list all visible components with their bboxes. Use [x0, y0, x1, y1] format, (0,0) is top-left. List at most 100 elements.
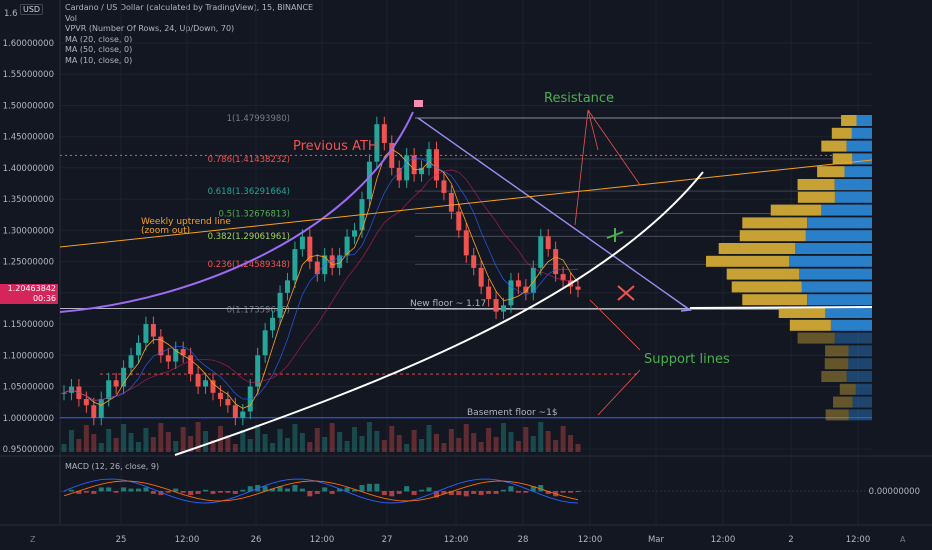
macd-histogram-bar — [575, 491, 581, 493]
volume-bar — [113, 438, 119, 452]
candle-body — [523, 286, 529, 293]
legend-ma10[interactable]: MA (10, close, 0) — [65, 55, 133, 65]
volume-bar — [247, 439, 253, 452]
vpvr-bar-up — [797, 179, 835, 190]
volume-bar — [262, 434, 268, 452]
resistance-label: Resistance — [544, 91, 614, 106]
annotation-arrow — [589, 299, 641, 351]
candle-body — [575, 286, 581, 290]
volume-bar — [91, 434, 97, 452]
macd-histogram-bar — [106, 487, 112, 492]
vpvr-bar-down — [848, 358, 872, 370]
candle-body — [441, 180, 447, 193]
volume-bar — [486, 428, 492, 452]
volume-bar — [121, 424, 127, 452]
volume-bar — [225, 435, 231, 452]
candle-body — [158, 336, 164, 356]
volume-bar — [471, 433, 477, 452]
macd-legend[interactable]: MACD (12, 26, close, 9) — [65, 462, 160, 471]
volume-bar — [270, 443, 276, 452]
candle-body — [188, 355, 194, 375]
macd-histogram-bar — [456, 491, 462, 496]
volume-bar — [98, 443, 104, 452]
candle-body — [448, 192, 454, 212]
volume-bar — [165, 432, 171, 452]
vpvr-bar-down — [856, 115, 872, 126]
vpvr-bar-down — [855, 383, 872, 395]
fib-level-label: 0(1.17359646) — [227, 305, 290, 315]
macd-histogram-bar — [352, 489, 358, 492]
volume-bar — [433, 434, 439, 452]
macd-histogram-bar — [538, 485, 544, 492]
legend-ma50[interactable]: MA (50, close, 0) — [65, 45, 133, 54]
vpvr-bar-up — [778, 307, 826, 318]
volume-bar — [523, 427, 529, 452]
x-tick-label: 12:00 — [444, 535, 469, 545]
vpvr-bar-down — [805, 230, 872, 242]
fib-level-label: 0.618(1.36291664) — [208, 187, 290, 197]
volume-bar — [188, 436, 194, 452]
macd-histogram-bar — [225, 491, 231, 493]
candle-body — [538, 236, 544, 268]
vpvr-bar-up — [797, 191, 835, 203]
candle-body — [180, 349, 186, 356]
legend-symbol[interactable]: Cardano / US Dollar (calculated by Tradi… — [65, 3, 314, 12]
basement-floor-label: Basement floor ~1$ — [467, 408, 558, 418]
x-tick-label: 2 — [788, 535, 793, 545]
macd-histogram-bar — [337, 488, 343, 492]
descending-resistance-line — [417, 117, 691, 311]
parabolic-curve — [59, 111, 414, 313]
legend-vpvr[interactable]: VPVR (Number Of Rows, 24, Up/Down, 70) — [65, 24, 235, 33]
fib-level-label: 0.236(1.24589348) — [208, 260, 290, 270]
y-top-tick: 1.6 — [4, 9, 18, 19]
vpvr-bar-down — [821, 204, 872, 216]
vpvr-bar-down — [851, 127, 872, 139]
volume-bar — [255, 425, 261, 452]
macd-histogram-bar — [240, 489, 246, 492]
vpvr-bar-up — [821, 371, 847, 382]
candle-body — [98, 399, 104, 418]
macd-histogram-bar — [508, 486, 514, 492]
annotation-arrow — [574, 109, 589, 226]
volume-bar — [143, 428, 149, 452]
macd-histogram-bar — [83, 491, 89, 493]
volume-bar — [381, 440, 387, 452]
currency-badge[interactable]: USD — [20, 4, 44, 15]
candle-body — [530, 267, 536, 293]
x-tick-label: 28 — [518, 535, 529, 545]
macd-histogram-bar — [232, 491, 238, 494]
x-tick-label: 12:00 — [846, 535, 871, 545]
vpvr-bar-down — [789, 255, 872, 267]
fib-level-label: 0.382(1.29061961) — [208, 232, 290, 242]
volume-bar — [359, 436, 365, 452]
indicator-legend: Cardano / US Dollar (calculated by Tradi… — [65, 3, 313, 66]
candle-body — [113, 380, 119, 387]
macd-histogram-bar — [419, 489, 425, 492]
volume-bar — [61, 444, 67, 452]
macd-histogram-bar — [389, 491, 395, 497]
vpvr-bar-down — [825, 307, 872, 318]
macd-histogram-bar — [270, 488, 276, 492]
candle-body — [456, 211, 462, 231]
legend-volume[interactable]: Vol — [65, 13, 77, 23]
candle-body — [277, 292, 283, 318]
volume-bar — [173, 441, 179, 452]
legend-ma20[interactable]: MA (20, close, 0) — [65, 34, 133, 44]
volume-bar — [478, 442, 484, 452]
macd-histogram-bar — [61, 491, 67, 492]
volume-bar — [419, 439, 425, 452]
candle-body — [292, 249, 298, 281]
candle-body — [560, 274, 566, 281]
macd-histogram-bar — [158, 491, 164, 496]
macd-histogram-bar — [150, 491, 156, 494]
candle-body — [545, 236, 551, 250]
candle-body — [337, 255, 343, 268]
vpvr-bar-up — [831, 127, 852, 139]
previous-ath-label: Previous ATH — [293, 139, 378, 154]
x-tick-label: 12:00 — [175, 535, 200, 545]
volume-bar — [76, 439, 82, 452]
macd-histogram-bar — [292, 485, 298, 492]
auto-scale-icon: A — [900, 535, 906, 544]
candle-body — [203, 380, 209, 387]
